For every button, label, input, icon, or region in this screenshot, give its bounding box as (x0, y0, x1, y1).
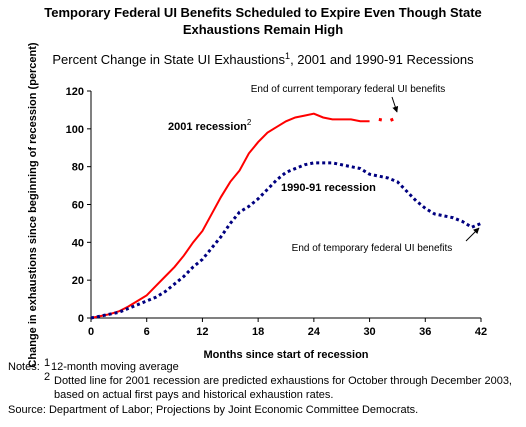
note-number: 1 (44, 357, 50, 369)
note-number: 2 (44, 371, 50, 383)
annotation: End of current temporary federal UI bene… (251, 84, 446, 95)
annotation-sup: 2 (247, 118, 252, 127)
x-tick-label: 0 (88, 326, 94, 338)
note-text: based on actual first pays and historica… (54, 389, 333, 401)
subtitle-sup: 1 (285, 51, 290, 61)
arrow (465, 227, 480, 242)
x-tick-label: 12 (196, 326, 208, 338)
x-tick-label: 30 (363, 326, 375, 338)
note-text: Dotted line for 2001 recession are predi… (54, 375, 512, 387)
notes-label: Notes: (8, 361, 40, 373)
y-tick-label: 20 (72, 275, 84, 287)
annotation: 1990-91 recession (281, 182, 376, 194)
series-line (378, 116, 398, 123)
chart-title: Temporary Federal UI Benefits Scheduled … (44, 5, 482, 20)
arrow (391, 96, 399, 113)
y-axis-label: Change in exhaustions since beginning of… (27, 42, 39, 368)
x-tick-label: 36 (419, 326, 431, 338)
y-tick-label: 60 (72, 200, 84, 212)
note-text: 12-month moving average (51, 361, 179, 373)
x-tick-label: 42 (475, 326, 487, 338)
x-tick-label: 6 (144, 326, 150, 338)
y-tick-label: 80 (72, 162, 84, 174)
y-tick-label: 40 (72, 237, 84, 249)
x-axis-label: Months since start of recession (203, 349, 368, 361)
x-tick-label: 24 (308, 326, 321, 338)
subtitle-part: Percent Change in State UI Exhaustions (52, 52, 285, 67)
series-line (90, 112, 370, 319)
subtitle-part: , 2001 and 1990-91 Recessions (290, 52, 474, 67)
annotation: End of temporary federal UI benefits (292, 243, 453, 254)
y-tick-label: 100 (66, 124, 84, 136)
chart-subtitle: Percent Change in State UI Exhaustions1,… (52, 51, 474, 67)
annotation: 2001 recession2 (168, 118, 252, 133)
series-line (90, 161, 482, 320)
chart-title: Exhaustions Remain High (183, 22, 343, 37)
x-tick-label: 18 (252, 326, 264, 338)
annotation-text: 2001 recession (168, 121, 247, 133)
y-tick-label: 0 (78, 313, 84, 325)
y-tick-label: 120 (66, 86, 84, 98)
source: Source: Department of Labor; Projections… (8, 404, 418, 416)
